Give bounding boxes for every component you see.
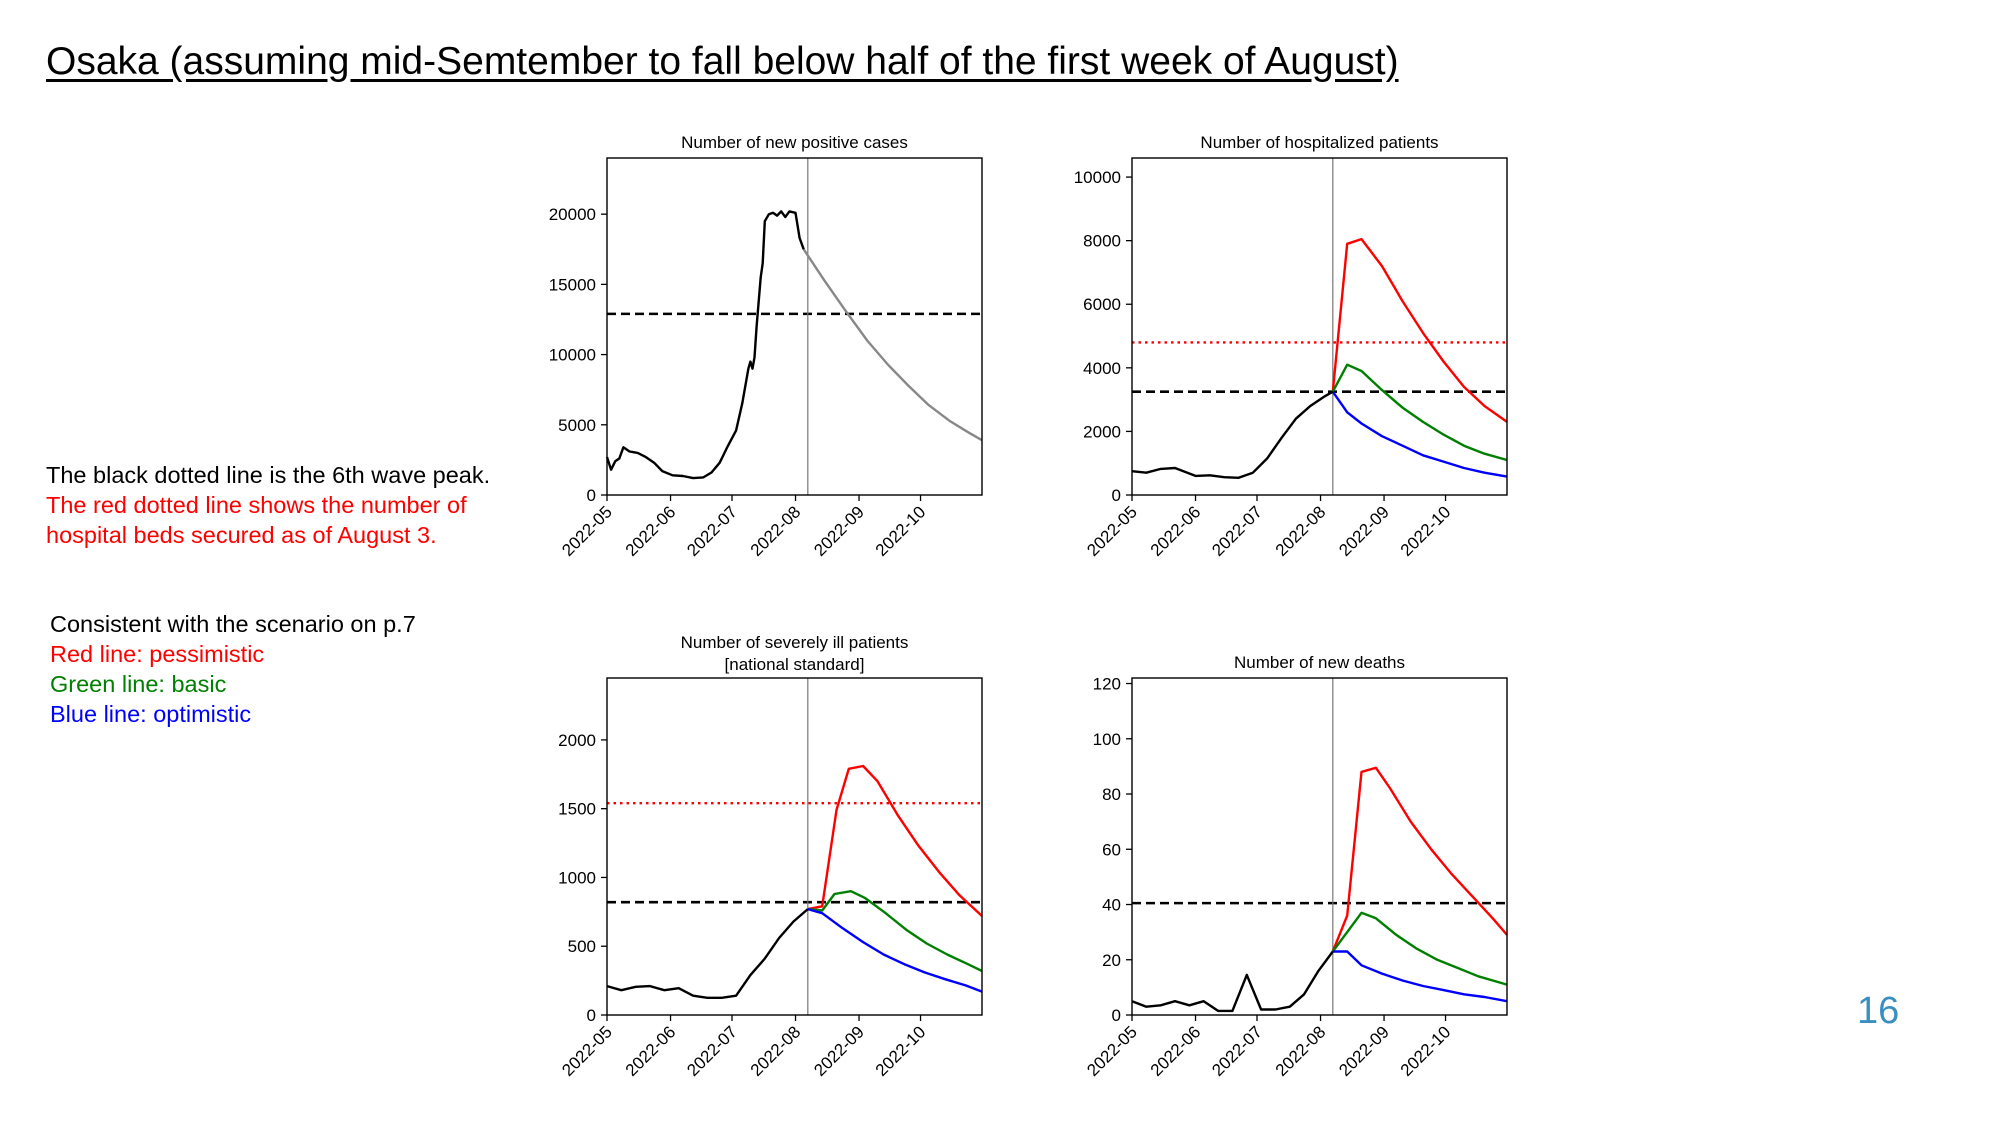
x-tick-label: 2022-08 xyxy=(1272,1022,1330,1080)
y-tick-label: 1000 xyxy=(558,868,596,887)
x-tick-label: 2022-05 xyxy=(1083,502,1141,560)
x-tick-label: 2022-06 xyxy=(622,1022,680,1080)
reference-lines-note: The black dotted line is the 6th wave pe… xyxy=(46,460,490,550)
x-tick-label: 2022-07 xyxy=(683,1022,741,1080)
x-tick-label: 2022-07 xyxy=(1208,1022,1266,1080)
y-tick-label: 8000 xyxy=(1083,232,1121,251)
x-tick-label: 2022-09 xyxy=(1335,1022,1393,1080)
y-tick-label: 10000 xyxy=(1074,168,1121,187)
series-actual xyxy=(606,908,809,999)
series-basic xyxy=(1331,363,1508,462)
x-tick-label: 2022-08 xyxy=(747,502,805,560)
y-tick-label: 0 xyxy=(587,1006,596,1025)
y-tick-label: 4000 xyxy=(1083,359,1121,378)
y-tick-label: 80 xyxy=(1102,785,1121,804)
y-tick-label: 40 xyxy=(1102,896,1121,915)
x-tick-label: 2022-10 xyxy=(872,502,930,560)
plot-frame xyxy=(606,157,983,496)
series-actual xyxy=(1131,390,1334,479)
x-tick-label: 2022-09 xyxy=(810,1022,868,1080)
y-tick-label: 10000 xyxy=(549,346,596,365)
chart-severely-ill-patients: Number of severely ill patients [national… xyxy=(510,633,1010,1115)
slide-title: Osaka (assuming mid-Semtember to fall be… xyxy=(46,40,1399,83)
y-tick-label: 20000 xyxy=(549,205,596,224)
y-tick-label: 1500 xyxy=(558,800,596,819)
chart-new-deaths: Number of new deaths 0 20 40 60 80 100 120 2022-… xyxy=(1035,645,1535,1115)
series-actual xyxy=(1131,950,1334,1013)
x-tick-label: 2022-09 xyxy=(1335,502,1393,560)
x-tick-label: 2022-10 xyxy=(872,1022,930,1080)
y-tick-label: 0 xyxy=(1112,486,1121,505)
x-tick-label: 2022-05 xyxy=(558,1022,616,1080)
legend-basic: Green line: basic xyxy=(50,671,227,697)
black-dotted-line-note: The black dotted line is the 6th wave pe… xyxy=(46,462,491,488)
scenario-legend: Consistent with the scenario on p.7 Red … xyxy=(50,609,416,729)
plot-frame xyxy=(1131,157,1508,496)
series-optimistic xyxy=(1331,391,1508,478)
y-tick-label: 120 xyxy=(1093,675,1121,694)
series-basic xyxy=(807,889,983,973)
chart-title: Number of new positive cases xyxy=(681,133,908,152)
x-tick-label: 2022-06 xyxy=(1147,1022,1205,1080)
red-dotted-line-note-2: hospital beds secured as of August 3. xyxy=(46,522,437,548)
y-tick-label: 0 xyxy=(587,486,596,505)
chart-title: Number of severely ill patients xyxy=(681,633,909,652)
y-tick-label: 15000 xyxy=(549,275,596,294)
x-tick-label: 2022-10 xyxy=(1397,502,1455,560)
legend-pessimistic: Red line: pessimistic xyxy=(50,641,265,667)
series-actual xyxy=(605,210,805,480)
legend-optimistic: Blue line: optimistic xyxy=(50,701,252,727)
x-tick-label: 2022-06 xyxy=(1147,502,1205,560)
x-tick-label: 2022-07 xyxy=(683,502,741,560)
series-optimistic xyxy=(807,907,983,993)
x-tick-label: 2022-10 xyxy=(1397,1022,1455,1080)
red-dotted-line-note-1: The red dotted line shows the number of xyxy=(46,492,467,518)
series-pessimistic xyxy=(1331,766,1508,952)
y-tick-label: 20 xyxy=(1102,951,1121,970)
x-tick-label: 2022-07 xyxy=(1208,502,1266,560)
series-optimistic xyxy=(1332,950,1508,1003)
y-tick-label: 500 xyxy=(568,937,596,956)
scenario-note: Consistent with the scenario on p.7 xyxy=(50,611,416,637)
y-tick-label: 100 xyxy=(1093,730,1121,749)
plot-frame xyxy=(606,677,983,1016)
series-pessimistic xyxy=(807,764,983,917)
series-projection xyxy=(802,248,983,442)
x-tick-label: 2022-05 xyxy=(1083,1022,1141,1080)
x-tick-label: 2022-05 xyxy=(558,502,616,560)
y-tick-label: 6000 xyxy=(1083,295,1121,314)
x-tick-label: 2022-08 xyxy=(747,1022,805,1080)
series-pessimistic xyxy=(1331,237,1508,423)
page-number: 16 xyxy=(1857,990,1900,1032)
plot-frame xyxy=(1131,677,1508,1016)
chart-subtitle: [national standard] xyxy=(725,655,865,674)
chart-new-positive-cases: Number of new positive cases 0 5000 10000 15… xyxy=(510,125,1010,595)
y-tick-label: 2000 xyxy=(1083,422,1121,441)
chart-title: Number of new deaths xyxy=(1234,653,1405,672)
chart-title: Number of hospitalized patients xyxy=(1200,133,1438,152)
y-tick-label: 2000 xyxy=(558,731,596,750)
y-tick-label: 60 xyxy=(1102,840,1121,859)
y-tick-label: 0 xyxy=(1112,1006,1121,1025)
y-tick-label: 5000 xyxy=(558,416,596,435)
x-tick-label: 2022-09 xyxy=(810,502,868,560)
series-basic xyxy=(1331,911,1508,986)
x-tick-label: 2022-06 xyxy=(622,502,680,560)
x-tick-label: 2022-08 xyxy=(1272,502,1330,560)
chart-hospitalized-patients: Number of hospitalized patients 0 2000 4000… xyxy=(1035,125,1535,595)
